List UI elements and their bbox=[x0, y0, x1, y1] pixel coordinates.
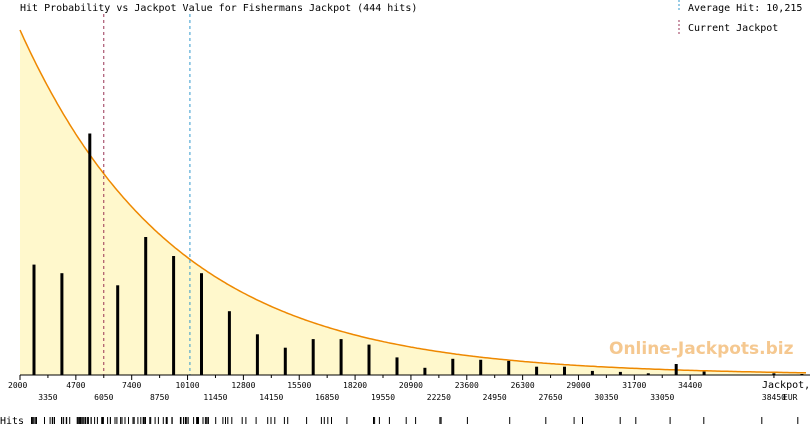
legend-current-jackpot: Current Jackpot bbox=[688, 23, 778, 34]
x-tick-label: 23600 bbox=[455, 381, 479, 390]
histogram-bar bbox=[227, 311, 231, 375]
x-tick-label: 18200 bbox=[343, 381, 367, 390]
histogram-bar bbox=[116, 285, 120, 375]
x-tick-label: 6050 bbox=[94, 393, 113, 402]
x-tick-label: 14150 bbox=[259, 393, 283, 402]
plot-area bbox=[19, 14, 806, 375]
hits-rug bbox=[31, 417, 799, 424]
legend: Average Hit: 10,215 Current Jackpot bbox=[678, 0, 802, 34]
histogram-bars bbox=[32, 133, 804, 375]
x-tick-label: 7400 bbox=[122, 381, 141, 390]
histogram-bar bbox=[423, 367, 427, 375]
histogram-bar bbox=[702, 371, 706, 375]
x-ticks: 2000 4700 7400 10100 12800 15500 18200 20900 236… bbox=[8, 375, 786, 402]
x-tick-label: 19550 bbox=[371, 393, 395, 402]
x-axis-label-unit: EUR bbox=[783, 393, 798, 402]
histogram-bar bbox=[590, 370, 594, 375]
histogram-bar bbox=[535, 366, 539, 375]
histogram-bar bbox=[255, 334, 259, 375]
histogram-bar bbox=[563, 366, 566, 375]
x-tick-label: 31700 bbox=[622, 381, 646, 390]
x-tick-label: 12800 bbox=[231, 381, 255, 390]
x-tick-label: 29000 bbox=[566, 381, 590, 390]
histogram-bar bbox=[200, 273, 203, 375]
histogram-bar bbox=[507, 360, 511, 375]
histogram-bar bbox=[60, 273, 64, 375]
x-axis-label: Jackpot, bbox=[762, 380, 810, 391]
histogram-bar bbox=[88, 133, 92, 375]
chart-title: Hit Probability vs Jackpot Value for Fis… bbox=[20, 3, 417, 14]
histogram-bar bbox=[646, 373, 650, 375]
histogram-bar bbox=[339, 339, 343, 375]
x-tick-label: 4700 bbox=[66, 381, 85, 390]
x-tick-label: 33050 bbox=[650, 393, 674, 402]
legend-average-hit: Average Hit: 10,215 bbox=[688, 3, 802, 14]
watermark: Online-Jackpots.biz bbox=[609, 339, 794, 359]
x-tick-label: 16850 bbox=[315, 393, 339, 402]
histogram-bar bbox=[451, 358, 455, 375]
histogram-bar bbox=[479, 359, 483, 375]
x-tick-label: 3350 bbox=[38, 393, 57, 402]
histogram-bar bbox=[144, 237, 148, 375]
x-tick-label: 30350 bbox=[594, 393, 618, 402]
histogram-bar bbox=[32, 264, 36, 375]
x-tick-label: 8750 bbox=[150, 393, 169, 402]
x-tick-label: 38450 bbox=[762, 393, 786, 402]
histogram-bar bbox=[172, 256, 176, 375]
x-tick-label: 24950 bbox=[483, 393, 507, 402]
histogram-bar bbox=[311, 339, 315, 375]
histogram-bar bbox=[395, 357, 399, 375]
histogram-bar bbox=[367, 344, 371, 375]
x-tick-label: 20900 bbox=[399, 381, 423, 390]
histogram-bar bbox=[283, 347, 287, 375]
x-tick-label: 22250 bbox=[427, 393, 451, 402]
x-tick-label: 26300 bbox=[511, 381, 535, 390]
hits-label: Hits bbox=[0, 416, 24, 425]
histogram-bar bbox=[772, 373, 776, 375]
histogram-bar bbox=[618, 371, 622, 375]
histogram-bar bbox=[674, 364, 678, 375]
x-tick-label: 27650 bbox=[539, 393, 563, 402]
x-tick-label: 2000 bbox=[8, 381, 27, 390]
probability-fill bbox=[20, 30, 806, 375]
x-tick-label: 11450 bbox=[203, 393, 227, 402]
x-tick-label: 15500 bbox=[287, 381, 311, 390]
x-tick-label: 10100 bbox=[175, 381, 199, 390]
x-tick-label: 34400 bbox=[678, 381, 702, 390]
